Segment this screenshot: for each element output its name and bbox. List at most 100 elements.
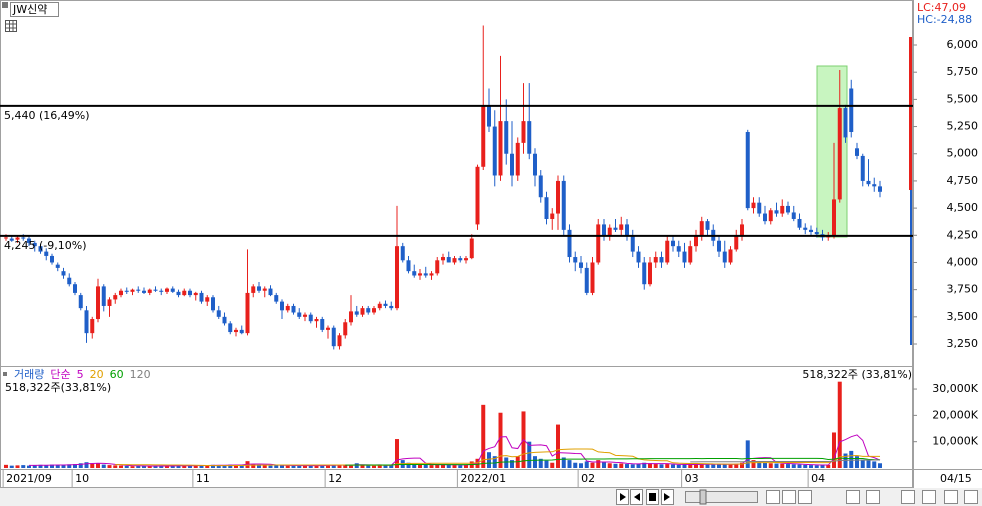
candle-body: [15, 237, 20, 240]
volume-bar: [619, 463, 624, 468]
candle-body: [653, 257, 658, 263]
candle-body: [297, 312, 302, 317]
tool-9[interactable]: [964, 490, 978, 504]
glyph-last: [664, 493, 670, 501]
volume-bar: [653, 464, 658, 468]
volume-bar: [314, 465, 319, 468]
candle-body: [107, 299, 112, 306]
volume-ma: [345, 457, 881, 466]
volume-bar: [50, 464, 54, 468]
volume-bar: [90, 463, 95, 468]
volume-bar: [774, 463, 779, 468]
tool-7[interactable]: [922, 490, 936, 504]
volume-bar: [699, 463, 704, 468]
zoom-slider[interactable]: [685, 491, 758, 503]
volume-bar: [182, 465, 187, 468]
candle-body: [699, 221, 704, 236]
candle-body: [239, 329, 244, 334]
candle-body: [446, 257, 451, 263]
stock-box[interactable]: [10, 2, 59, 17]
volume-bar: [280, 465, 284, 468]
volume-bar: [567, 460, 572, 468]
candle-body: [142, 290, 146, 293]
candle-body: [343, 322, 348, 336]
volume-bar: [78, 463, 83, 468]
candle-body: [262, 288, 267, 291]
ma-period: 60: [110, 368, 124, 381]
volume-bar: [665, 464, 670, 468]
candle-body: [73, 284, 77, 293]
volume-bar: [418, 464, 422, 468]
volume-bar: [550, 462, 555, 468]
tool-5[interactable]: [866, 490, 880, 504]
x-tick-label: 11: [196, 472, 210, 485]
candle-body: [786, 205, 790, 213]
volume-bar: [199, 465, 204, 468]
volume-bar: [239, 465, 244, 468]
scroll-glyphs: [620, 489, 707, 505]
volume-bar: [602, 462, 606, 468]
volume-bar: [849, 450, 854, 468]
zoom-thumb[interactable]: [699, 489, 707, 505]
volume-bar: [630, 464, 635, 468]
volume-bar: [38, 464, 43, 468]
volume-bar: [826, 464, 831, 468]
ma-label: 단순: [50, 368, 70, 381]
volume-bar: [423, 464, 428, 468]
candle-body: [544, 197, 549, 219]
tool-1[interactable]: [766, 490, 780, 504]
candle-body: [32, 242, 37, 247]
tool-8[interactable]: [944, 490, 958, 504]
candle-body: [625, 224, 629, 236]
volume-bar: [377, 465, 382, 468]
volume-bar: [21, 465, 26, 468]
candle-body: [866, 180, 871, 185]
candle-body: [878, 186, 882, 192]
volume-bar: [745, 440, 750, 468]
candle-body: [619, 224, 624, 230]
tool-2[interactable]: [782, 490, 796, 504]
volume-bar: [291, 465, 296, 468]
candle-body: [538, 175, 543, 198]
volume-bar: [860, 459, 865, 468]
tool-3[interactable]: [798, 490, 812, 504]
grid-icon[interactable]: [5, 20, 17, 32]
candle-body: [550, 213, 555, 219]
menu-icon[interactable]: [2, 2, 8, 8]
x-tick-label: 10: [75, 472, 89, 485]
y-tick-label: 5,750: [947, 65, 979, 78]
candle-body: [423, 273, 428, 276]
candle-body: [354, 311, 359, 315]
candle-body: [113, 295, 118, 300]
candle-body: [481, 105, 486, 167]
candle-body: [722, 251, 727, 263]
tool-4[interactable]: [846, 490, 860, 504]
glyph-next: [620, 493, 626, 501]
y-tick-label: 10,000K: [932, 435, 978, 448]
candle-body: [717, 240, 721, 252]
volume-bar: [446, 464, 451, 468]
volume-bar: [360, 464, 365, 468]
volume-bar: [193, 465, 198, 468]
candle-body: [515, 142, 520, 176]
volume-bar: [809, 465, 813, 468]
candle-body: [809, 229, 813, 233]
candle-body: [188, 290, 192, 296]
volume-bar: [441, 464, 445, 468]
tool-6[interactable]: [901, 490, 915, 504]
candle-body: [159, 290, 164, 292]
volume-bar: [406, 462, 411, 468]
candle-body: [61, 271, 66, 276]
level-label: 5,440 (16,49%): [4, 109, 90, 122]
volume-bar: [257, 464, 261, 468]
candle-body: [452, 258, 457, 263]
glyph-first: [634, 493, 640, 501]
volume-bar: [205, 465, 210, 468]
candle-body: [78, 295, 83, 309]
y-tick-label: 5,000: [947, 147, 979, 160]
volume-bar: [4, 464, 8, 468]
x-tick-label: 04: [811, 472, 825, 485]
volume-bar: [579, 463, 583, 468]
candle-body: [395, 246, 399, 309]
candle-body: [130, 289, 135, 292]
